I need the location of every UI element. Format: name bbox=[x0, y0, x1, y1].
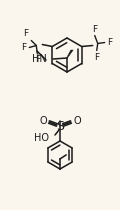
Text: S: S bbox=[56, 119, 64, 133]
Text: F: F bbox=[94, 52, 99, 62]
Text: F: F bbox=[35, 55, 40, 64]
Text: F: F bbox=[107, 38, 112, 47]
Text: HO: HO bbox=[34, 133, 49, 143]
Text: F: F bbox=[23, 29, 28, 38]
Text: F: F bbox=[92, 25, 97, 34]
Text: HN: HN bbox=[32, 54, 47, 64]
Text: O: O bbox=[73, 116, 81, 126]
Polygon shape bbox=[66, 50, 73, 58]
Text: O: O bbox=[39, 116, 47, 126]
Text: F: F bbox=[21, 43, 26, 52]
